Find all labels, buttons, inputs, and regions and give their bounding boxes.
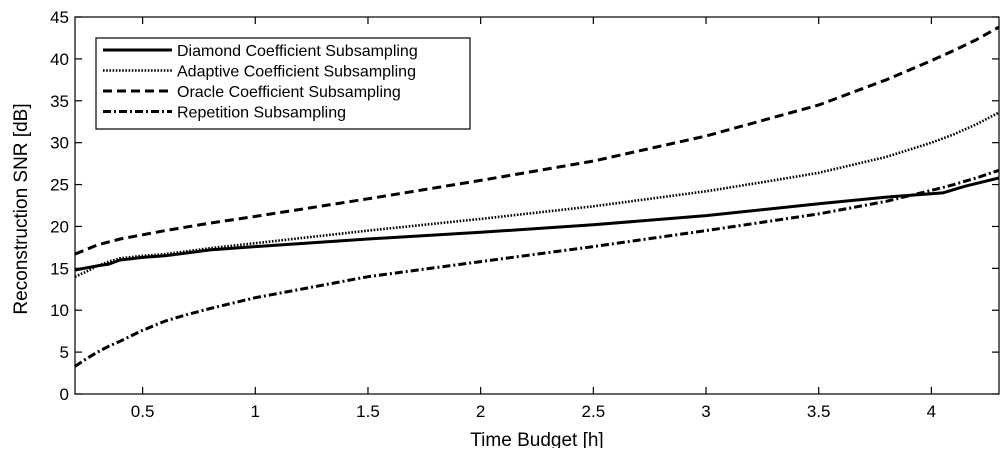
legend-label-1: Diamond Coefficient Subsampling bbox=[177, 43, 418, 60]
legend: Diamond Coefficient Subsampling Adaptive … bbox=[95, 37, 471, 130]
series-line-3 bbox=[74, 25, 1000, 256]
y-tick-label: 0 bbox=[60, 385, 69, 404]
x-tick-label: 0.5 bbox=[131, 402, 155, 421]
series-layer bbox=[74, 25, 1000, 368]
series-line-4 bbox=[74, 168, 1000, 368]
axes-frame bbox=[74, 16, 1000, 395]
y-tick-label: 25 bbox=[50, 176, 69, 195]
y-tick-label: 15 bbox=[50, 259, 69, 278]
y-tick-label: 10 bbox=[50, 301, 69, 320]
y-tick-label: 45 bbox=[50, 8, 69, 27]
x-tick-label: 3.5 bbox=[807, 402, 831, 421]
y-tick-label: 35 bbox=[50, 92, 69, 111]
legend-label-3: Oracle Coefficient Subsampling bbox=[177, 84, 401, 101]
legend-box bbox=[95, 37, 471, 130]
y-tick-label: 20 bbox=[50, 217, 69, 236]
x-tick-label: 1 bbox=[251, 402, 260, 421]
y-axis-label: Reconstruction SNR [dB] bbox=[11, 103, 32, 314]
x-tick-label: 4 bbox=[927, 402, 936, 421]
x-tick-label: 3 bbox=[701, 402, 710, 421]
legend-label-4: Repetition Subsampling bbox=[177, 105, 346, 122]
x-tick-label: 1.5 bbox=[356, 402, 380, 421]
y-tick-label: 30 bbox=[50, 134, 69, 153]
x-tick-label: 2.5 bbox=[582, 402, 606, 421]
y-tick-label: 5 bbox=[60, 343, 69, 362]
series-line-2 bbox=[74, 111, 1000, 278]
legend-label-2: Adaptive Coefficient Subsampling bbox=[177, 64, 416, 81]
x-axis-label: Time Budget [h] bbox=[470, 430, 603, 448]
x-tick-label: 2 bbox=[476, 402, 485, 421]
y-tick-label: 40 bbox=[50, 50, 69, 69]
